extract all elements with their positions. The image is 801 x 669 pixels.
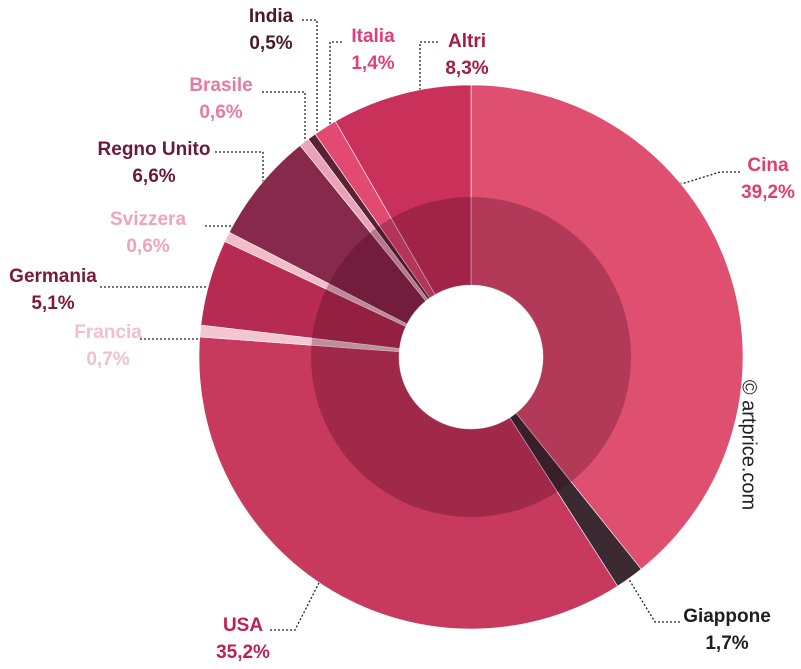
value-label: 0,6% [199, 102, 242, 123]
slice-label: Brasile [189, 75, 252, 96]
leader-line [329, 41, 342, 143]
hole [399, 285, 543, 429]
slices [198, 84, 744, 630]
value-label: 8,3% [445, 58, 488, 79]
value-label: 6,6% [132, 166, 175, 187]
leader-line [270, 576, 323, 631]
slice-label: Altri [448, 31, 486, 52]
slice-label: India [249, 6, 294, 27]
copyright: © artprice.com [738, 380, 760, 510]
slice-label: USA [223, 615, 263, 636]
value-label: 35,2% [216, 642, 270, 663]
slice-label: Svizzera [110, 209, 186, 230]
slice-label: Giappone [683, 606, 771, 627]
value-label: 0,6% [126, 236, 169, 257]
slice-label: Cina [747, 155, 789, 176]
value-label: 5,1% [31, 293, 74, 314]
slice-label: Italia [351, 26, 395, 47]
value-label: 0,5% [249, 33, 292, 54]
leader-line [677, 171, 740, 186]
value-label: 1,4% [351, 53, 394, 74]
leader-line [262, 91, 306, 156]
leader-line [621, 567, 680, 623]
slice-label: Francia [74, 322, 142, 343]
value-label: 39,2% [741, 182, 795, 203]
slice-label: Regno Unito [98, 139, 211, 160]
slice-label: Germania [9, 266, 97, 287]
leader-line [302, 19, 318, 152]
value-label: 0,7% [86, 349, 129, 370]
value-label: 1,7% [705, 633, 748, 654]
